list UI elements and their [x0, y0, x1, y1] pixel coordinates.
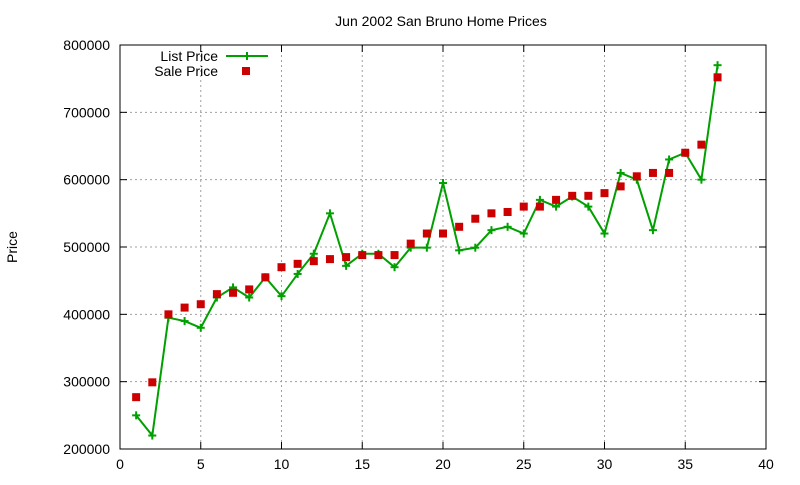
x-tick-label: 20 [435, 456, 451, 472]
data-point-square [342, 253, 351, 262]
data-point-square [600, 189, 609, 198]
data-point-plus [487, 226, 496, 235]
data-point-plus [245, 293, 254, 302]
data-point-square [681, 148, 690, 157]
legend-entry: List Price [160, 48, 268, 64]
data-point-square [697, 140, 706, 149]
data-point-square [535, 202, 544, 211]
data-point-square [358, 251, 367, 260]
data-point-plus [584, 202, 593, 211]
axes: 0 5 10 15 20 25 30 35 40 200000 300000 400000 500000… [63, 37, 774, 472]
data-point-square [422, 229, 431, 238]
data-point-plus [439, 179, 447, 188]
data-point-square [293, 259, 302, 268]
data-point-plus [616, 168, 625, 177]
y-tick-label: 500000 [63, 239, 110, 255]
data-point-plus [422, 243, 431, 252]
x-tick-label: 35 [677, 456, 693, 472]
data-point-plus [503, 222, 512, 231]
legend-entry: Sale Price [154, 63, 250, 79]
data-point-plus [342, 261, 351, 270]
data-point-square [455, 222, 464, 231]
y-axis-label: Price [4, 231, 20, 263]
data-point-plus [697, 175, 706, 184]
data-point-plus [390, 263, 399, 272]
data-point-plus [309, 249, 318, 258]
data-point-plus [665, 155, 674, 164]
data-point-plus [535, 195, 544, 204]
data-point-square [552, 195, 561, 204]
data-point-square [164, 310, 173, 319]
legend-square-marker [242, 67, 250, 75]
data-point-square [212, 290, 221, 299]
data-point-plus [471, 243, 480, 252]
data-point-square [487, 209, 496, 218]
x-tick-label: 5 [197, 456, 205, 472]
legend-label: List Price [160, 48, 218, 64]
chart-title: Jun 2002 San Bruno Home Prices [335, 13, 547, 29]
data-point-plus [180, 317, 189, 326]
data-point-square [632, 172, 641, 181]
data-point-square [261, 273, 270, 282]
x-tick-label: 40 [758, 456, 774, 472]
data-point-square [390, 251, 399, 260]
data-point-square [713, 73, 722, 82]
y-tick-label: 400000 [63, 306, 110, 322]
data-point-square [374, 251, 383, 260]
data-point-square [503, 207, 512, 216]
data-point-square [665, 168, 674, 177]
x-tick-label: 25 [516, 456, 532, 472]
data-point-square [325, 255, 334, 264]
data-point-square [277, 263, 286, 272]
y-tick-label: 800000 [63, 37, 110, 53]
data-point-square [245, 285, 254, 294]
y-tick-label: 600000 [63, 172, 110, 188]
data-point-plus [552, 202, 561, 211]
x-tick-label: 30 [597, 456, 613, 472]
legend-plus-marker [243, 52, 251, 60]
data-point-square [648, 168, 657, 177]
data-point-square [568, 191, 577, 200]
data-point-square [229, 288, 238, 297]
x-tick-label: 0 [116, 456, 124, 472]
data-point-square [132, 393, 141, 402]
data-point-square [584, 191, 593, 200]
data-point-square [148, 378, 157, 387]
grid [120, 45, 766, 449]
x-tick-label: 10 [274, 456, 290, 472]
data-point-square [309, 257, 318, 266]
data-point-plus [600, 229, 609, 238]
data-point-plus [455, 246, 464, 255]
data-point-plus [325, 209, 334, 218]
data-point-square [406, 239, 415, 248]
data-point-plus [277, 292, 286, 301]
series-list-price [132, 61, 722, 440]
y-tick-label: 700000 [63, 104, 110, 120]
data-point-plus [713, 61, 722, 70]
y-tick-label: 200000 [63, 441, 110, 457]
data-point-square [471, 214, 480, 223]
data-point-plus [132, 411, 141, 420]
data-point-square [439, 229, 447, 238]
y-tick-label: 300000 [63, 374, 110, 390]
series-sale-price [132, 73, 722, 402]
x-tick-label: 15 [354, 456, 370, 472]
series [132, 61, 722, 440]
data-point-square [196, 300, 205, 309]
data-point-plus [293, 269, 302, 278]
data-point-square [519, 202, 528, 211]
data-point-square [180, 303, 189, 312]
legend-label: Sale Price [154, 63, 218, 79]
data-point-square [616, 182, 625, 191]
data-point-plus [148, 431, 157, 440]
data-point-plus [196, 323, 205, 332]
data-point-plus [519, 229, 528, 238]
data-point-plus [648, 226, 657, 235]
